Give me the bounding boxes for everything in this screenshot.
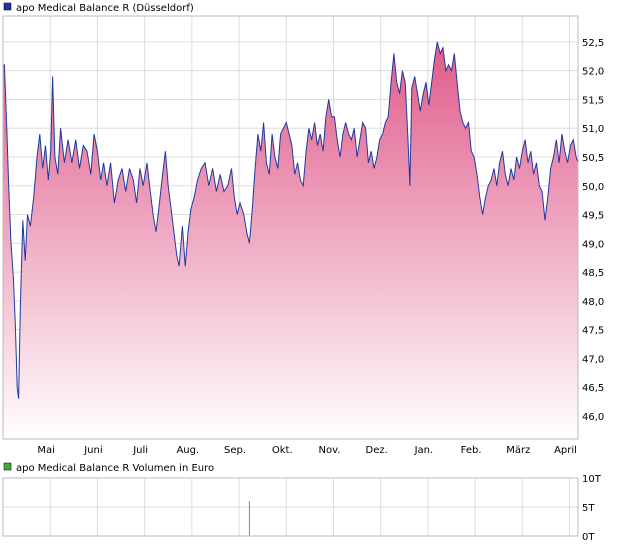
price-x-tick-label: Mai (37, 445, 55, 456)
price-y-tick-label: 49,5 (582, 211, 604, 222)
price-area (3, 41, 578, 440)
price-frame (2, 15, 579, 440)
volume-y-tick-label: 5T (582, 503, 595, 514)
legend-price-label: apo Medical Balance R (Düsseldorf) (16, 3, 194, 14)
volume-y-tick-label: 10T (582, 474, 602, 485)
price-x-axis: Mai Juni Juli Aug. Sep. Okt. Nov. Dez. Jan. Feb. M… (37, 445, 576, 456)
legend-volume-label: apo Medical Balance R Volumen in Euro (16, 463, 214, 474)
volume-y-axis: 0T 5T 10T (582, 474, 602, 543)
price-y-tick-label: 51,5 (582, 95, 604, 106)
price-y-tick-label: 52,5 (582, 38, 604, 49)
price-x-tick-label: Nov. (318, 445, 340, 456)
price-line (3, 41, 579, 399)
price-x-tick-label: Sep. (224, 445, 246, 456)
price-y-tick-label: 47,5 (582, 326, 604, 337)
price-x-tick-label: Aug. (176, 445, 199, 456)
price-x-tick-label: Juli (132, 445, 148, 456)
volume-y-tick-label: 0T (582, 532, 595, 543)
price-x-tick-label: Feb. (461, 445, 482, 456)
price-y-tick-label: 48,5 (582, 268, 604, 279)
legend-price-swatch (3, 2, 12, 11)
price-y-tick-label: 48,0 (582, 297, 604, 308)
price-y-axis: 46,0 46,5 47,0 47,5 48,0 48,5 49,0 49,5 50,0 50,5… (582, 38, 604, 423)
volume-frame (2, 477, 579, 537)
price-y-tick-label: 49,0 (582, 239, 604, 250)
price-y-tick-label: 46,0 (582, 412, 604, 423)
price-x-tick-label: Dez. (366, 445, 388, 456)
price-y-tick-label: 51,0 (582, 124, 604, 135)
price-x-tick-label: Jan. (414, 445, 434, 456)
volume-grid (3, 477, 578, 537)
price-y-tick-label: 50,5 (582, 153, 604, 164)
price-y-tick-label: 52,0 (582, 67, 604, 78)
legend-volume-swatch (3, 462, 12, 471)
price-y-tick-label: 47,0 (582, 354, 604, 365)
price-x-tick-label: Juni (83, 445, 102, 456)
price-x-tick-label: April (554, 445, 577, 456)
price-y-tick-label: 46,5 (582, 383, 604, 394)
price-y-tick-label: 50,0 (582, 182, 604, 193)
price-x-tick-label: März (506, 445, 530, 456)
price-x-tick-label: Okt. (272, 445, 293, 456)
